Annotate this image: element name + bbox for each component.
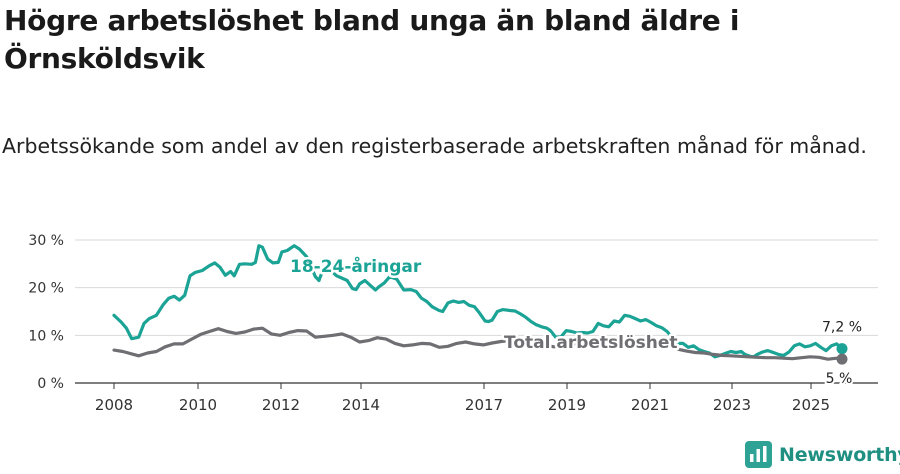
x-axis-ticks: 2008 2010 2012 2014 2017 2019 2021 2023 2025 [95,383,830,414]
y-axis-ticks: 0 % 10 % 20 % 30 % [28,233,64,392]
x-tick-label: 2008 [95,396,133,414]
x-tick-label: 2010 [179,396,217,414]
y-tick-label: 10 % [28,328,64,344]
total-end-label: 5 % [826,371,853,387]
y-tick-label: 20 % [28,281,64,297]
x-tick-label: 2014 [342,396,380,414]
chart-title: Högre arbetslöshet bland unga än bland ä… [4,4,740,75]
y-tick-label: 30 % [28,233,64,249]
total-series-label-halo: Total arbetslöshet [504,333,678,353]
total-end-dot [836,353,848,365]
x-tick-label: 2025 [792,396,830,414]
x-tick-label: 2019 [548,396,586,414]
youth-series-label-halo: 18-24-åringar [290,255,422,277]
x-tick-label: 2023 [713,396,751,414]
total-end-label-halo: 5 % [826,371,853,387]
newsworthy-brand: Newsworthy [745,441,900,468]
youth-series-label: 18-24-åringar [290,255,422,277]
gridlines [75,239,878,384]
x-tick-label: 2021 [631,396,669,414]
series-lines [112,244,844,361]
brand-name: Newsworthy [779,443,900,466]
total-series-label: Total arbetslöshet [504,333,678,353]
chart-subtitle: Arbetssökande som andel av den registerb… [2,134,867,158]
youth-end-dot [836,343,848,355]
x-tick-label: 2017 [465,396,503,414]
y-tick-label: 0 % [37,376,64,392]
x-tick-label: 2012 [262,396,300,414]
youth-series-line [112,244,844,359]
youth-end-label-halo: 7,2 % [822,320,862,336]
total-series-line [112,326,844,361]
youth-end-label: 7,2 % [822,320,862,336]
newsworthy-logo-icon [745,441,772,468]
line-chart: 0 % 10 % 20 % 30 % 2008 2010 2012 2014 2017 2019… [28,233,878,414]
